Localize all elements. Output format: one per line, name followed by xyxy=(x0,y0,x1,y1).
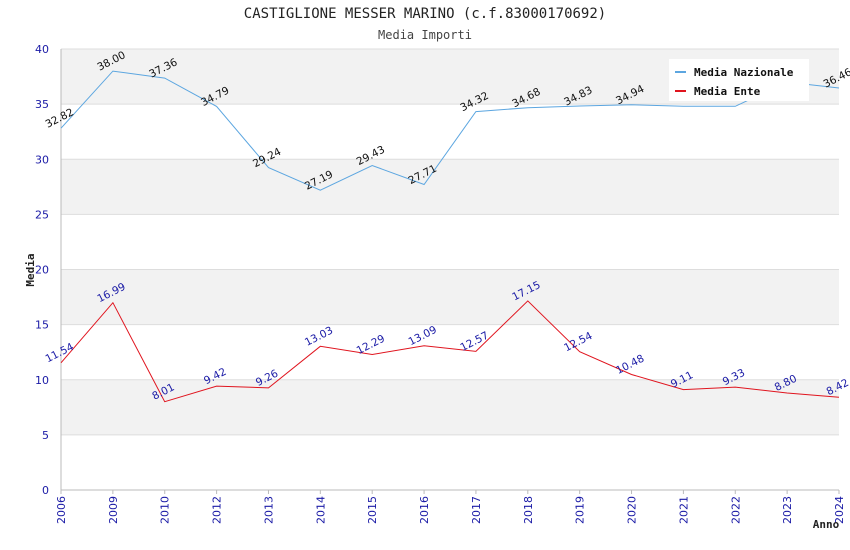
x-tick-label: 2023 xyxy=(781,496,794,524)
y-tick-label: 5 xyxy=(42,429,49,442)
y-tick-label: 30 xyxy=(35,153,49,166)
plot-band xyxy=(61,379,839,435)
x-tick-label: 2015 xyxy=(366,496,379,524)
legend-entry: Media Nazionale xyxy=(694,66,794,79)
x-tick-label: 2019 xyxy=(574,496,587,524)
x-tick-label: 2012 xyxy=(211,496,224,524)
plot-band xyxy=(61,269,839,325)
legend: Media Nazionale Media Ente xyxy=(669,59,809,101)
x-tick-label: 2017 xyxy=(470,496,483,524)
x-axis-label: Anno xyxy=(813,518,840,531)
x-tick-label: 2024 xyxy=(833,496,846,524)
chart-title: CASTIGLIONE MESSER MARINO (c.f.830001706… xyxy=(244,6,606,22)
y-tick-label: 35 xyxy=(35,98,49,111)
legend-entry: Media Ente xyxy=(694,85,761,98)
x-tick-label: 2013 xyxy=(262,496,275,524)
y-tick-label: 40 xyxy=(35,43,49,56)
x-tick-label: 2018 xyxy=(522,496,535,524)
legend-box xyxy=(669,59,809,101)
plot-band xyxy=(61,104,839,160)
x-tick-label: 2009 xyxy=(107,496,120,524)
plot-band xyxy=(61,159,839,215)
plot-band xyxy=(61,434,839,490)
y-axis-ticks: 0 5 10 15 20 25 30 35 40 xyxy=(35,43,49,497)
y-axis-label: Media xyxy=(24,253,37,286)
y-tick-label: 15 xyxy=(35,319,49,332)
y-tick-label: 10 xyxy=(35,374,49,387)
series-line xyxy=(60,70,840,191)
x-tick-label: 2016 xyxy=(418,496,431,524)
x-tick-label: 2006 xyxy=(55,496,68,524)
y-tick-label: 25 xyxy=(35,208,49,221)
chart-subtitle: Media Importi xyxy=(378,28,472,42)
y-tick-label: 20 xyxy=(35,264,49,277)
x-tick-label: 2014 xyxy=(314,496,327,524)
x-tick-label: 2020 xyxy=(626,496,639,524)
plot-band xyxy=(61,214,839,270)
plot-background xyxy=(61,49,839,490)
x-tick-label: 2021 xyxy=(677,496,690,524)
x-axis-ticks: 2006 2009 2010 2012 2013 2014 2015 2016 2017 2018… xyxy=(55,490,846,524)
x-tick-label: 2022 xyxy=(729,496,742,524)
series-line xyxy=(60,300,840,403)
plot-band xyxy=(61,324,839,380)
x-tick-label: 2010 xyxy=(159,496,172,524)
y-tick-label: 0 xyxy=(42,484,49,497)
